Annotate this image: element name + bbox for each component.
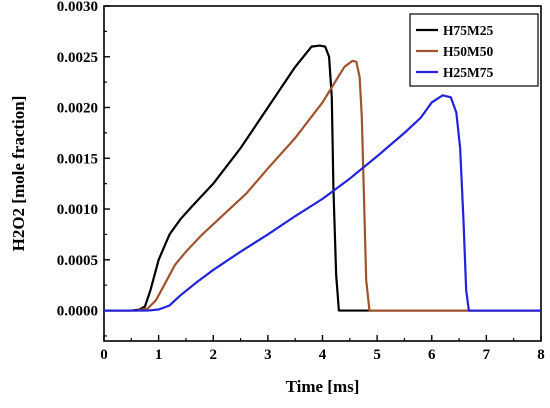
- series-line-h75m25: [104, 44, 541, 312]
- y-tick-label: 0.0030: [57, 0, 98, 15]
- legend-box: [409, 13, 539, 87]
- y-tick-label: 0.0015: [57, 151, 98, 167]
- series-line-h50m50: [104, 59, 541, 312]
- series-line-h25m75: [104, 94, 541, 312]
- x-tick-label: 5: [373, 347, 381, 363]
- y-axis-title: H2O2 [mole fraction]: [9, 96, 28, 252]
- legend-label-h25m75: H25M75: [443, 65, 493, 80]
- y-tick-label: 0.0025: [57, 50, 98, 66]
- series-layer: [104, 44, 541, 312]
- x-tick-label: 4: [319, 347, 327, 363]
- x-tick-label: 3: [264, 347, 272, 363]
- x-tick-label: 7: [483, 347, 491, 363]
- x-tick-label: 1: [155, 347, 163, 363]
- legend-label-h75m25: H75M25: [443, 23, 493, 38]
- x-tick-label: 2: [210, 347, 218, 363]
- x-tick-label: 8: [537, 347, 545, 363]
- y-tick-label: 0.0010: [57, 202, 98, 218]
- x-axis-ticks: 0 1 2 3 4 5 6 7 8: [100, 335, 545, 363]
- y-tick-label: 0.0005: [57, 253, 98, 269]
- x-axis-title: Time [ms]: [286, 377, 360, 396]
- y-tick-label: 0.0000: [57, 304, 98, 320]
- y-tick-label: 0.0020: [57, 101, 98, 117]
- legend-label-h50m50: H50M50: [443, 44, 493, 59]
- y-axis-ticks: 0.0000 0.0005 0.0010 0.0015 0.0020 0.0025 0.00…: [57, 0, 110, 337]
- legend: H75M25 H50M50 H25M75: [409, 13, 539, 87]
- x-tick-label: 0: [100, 347, 108, 363]
- x-tick-label: 6: [428, 347, 436, 363]
